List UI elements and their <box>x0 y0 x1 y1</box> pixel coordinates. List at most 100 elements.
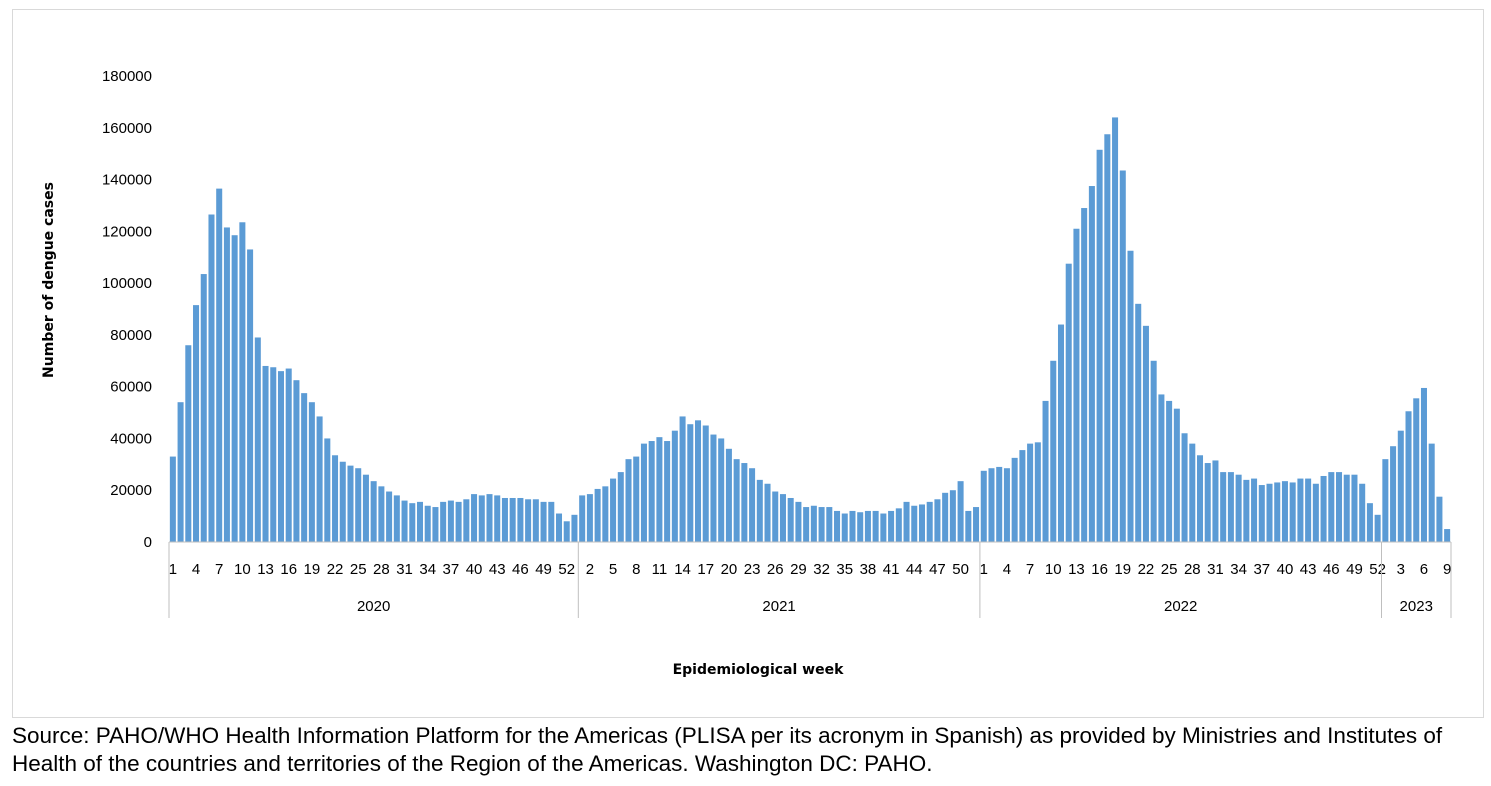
y-tick-label: 40000 <box>110 430 152 447</box>
bar-2020-w15 <box>277 371 284 542</box>
bar-2021-w9 <box>640 443 647 542</box>
bar-2021-w29 <box>795 501 802 542</box>
bar-2020-w18 <box>301 393 308 542</box>
bar-2020-w14 <box>270 367 277 542</box>
bar-2021-w44 <box>911 505 918 542</box>
x-tick-label: 34 <box>419 561 436 578</box>
y-tick-label: 100000 <box>102 275 152 292</box>
x-tick-label: 14 <box>674 561 691 578</box>
x-tick-label: 17 <box>697 561 714 578</box>
bar-2022-w2 <box>988 468 995 542</box>
x-tick-label: 8 <box>632 561 640 578</box>
bar-2020-w21 <box>324 438 331 542</box>
x-tick-label: 20 <box>721 561 738 578</box>
bar-2021-w34 <box>834 510 841 542</box>
bar-2021-w40 <box>880 513 887 542</box>
dengue-bar-chart: 0 20000 40000 60000 80000 100000 120000 140000 1… <box>41 68 1452 678</box>
bar-2020-w47 <box>525 499 532 542</box>
bar-2021-w35 <box>841 513 848 542</box>
x-tick-label: 19 <box>1114 561 1131 578</box>
bar-2021-w5 <box>610 478 617 542</box>
x-tick-label: 35 <box>836 561 853 578</box>
x-tick-label: 9 <box>1443 561 1451 578</box>
bar-2021-w13 <box>671 430 678 542</box>
x-tick-label: 1 <box>169 561 177 578</box>
bar-2021-w43 <box>903 501 910 542</box>
bar-2022-w3 <box>996 466 1003 542</box>
x-tick-label: 13 <box>257 561 274 578</box>
bar-2021-w20 <box>725 448 732 542</box>
bar-2020-w10 <box>239 222 246 542</box>
bar-2023-w8 <box>1436 496 1443 542</box>
x-tick-label: 25 <box>350 561 367 578</box>
bar-2020-w26 <box>362 474 369 542</box>
bar-2021-w24 <box>756 479 763 542</box>
bar-2022-w37 <box>1258 485 1265 542</box>
x-tick-label: 10 <box>1045 561 1062 578</box>
bar-2022-w33 <box>1227 472 1234 542</box>
bar-2021-w8 <box>633 456 640 542</box>
x-tick-label: 10 <box>234 561 251 578</box>
bar-2022-w25 <box>1166 400 1173 542</box>
bar-2021-w12 <box>664 441 671 542</box>
bar-2021-w1 <box>579 495 586 542</box>
bar-2021-w4 <box>602 486 609 542</box>
x-tick-label: 31 <box>1207 561 1224 578</box>
source-note: Source: PAHO/WHO Health Information Plat… <box>12 723 1443 776</box>
x-tick-label: 2 <box>586 561 594 578</box>
bar-2023-w5 <box>1413 398 1420 542</box>
bar-2022-w44 <box>1312 483 1319 542</box>
x-tick-label: 43 <box>489 561 506 578</box>
x-tick-label: 28 <box>1184 561 1201 578</box>
bar-2021-w52 <box>973 507 980 542</box>
bar-2023-w1 <box>1382 459 1389 542</box>
bar-2021-w19 <box>718 438 725 542</box>
bar-2022-w27 <box>1181 433 1188 542</box>
bar-2020-w24 <box>347 465 354 542</box>
x-tick-label: 46 <box>512 561 529 578</box>
bar-2021-w49 <box>949 490 956 542</box>
bar-2022-w5 <box>1011 457 1018 542</box>
x-tick-label: 13 <box>1068 561 1085 578</box>
bar-2021-w14 <box>679 416 686 542</box>
bar-2021-w41 <box>888 510 895 542</box>
bar-2021-w21 <box>733 459 740 542</box>
bar-2020-w36 <box>440 501 447 542</box>
bar-2022-w30 <box>1204 463 1211 542</box>
x-tick-label: 31 <box>396 561 413 578</box>
bar-2022-w13 <box>1073 228 1080 542</box>
bar-2022-w42 <box>1297 478 1304 542</box>
bar-2020-w6 <box>208 214 215 542</box>
bar-2022-w45 <box>1320 475 1327 542</box>
bar-2022-w21 <box>1135 303 1142 542</box>
bar-2020-w48 <box>532 499 539 542</box>
y-axis-title: Number of dengue cases <box>41 182 57 378</box>
x-tick-label: 29 <box>790 561 807 578</box>
bar-2020-w25 <box>355 468 362 542</box>
y-tick-label: 60000 <box>110 379 152 396</box>
bar-2022-w11 <box>1057 324 1065 542</box>
bar-2021-w42 <box>895 508 902 542</box>
bar-2022-w36 <box>1251 478 1258 542</box>
x-tick-label: 38 <box>860 561 877 578</box>
y-tick-label: 180000 <box>102 68 152 85</box>
bar-2020-w46 <box>517 497 524 542</box>
bar-2020-w3 <box>185 345 192 542</box>
bar-2021-w27 <box>779 494 786 542</box>
x-tick-label: 5 <box>609 561 617 578</box>
bar-2022-w47 <box>1336 472 1343 542</box>
bar-2020-w13 <box>262 365 269 542</box>
bar-2022-w34 <box>1235 474 1242 542</box>
bar-2020-w5 <box>200 274 207 542</box>
x-tick-label: 7 <box>215 561 223 578</box>
x-tick-label: 40 <box>1277 561 1294 578</box>
bar-2022-w4 <box>1003 468 1010 542</box>
bar-2021-w15 <box>687 424 694 542</box>
x-tick-label: 6 <box>1420 561 1428 578</box>
chart-frame: 0 20000 40000 60000 80000 100000 120000 140000 1… <box>12 9 1484 718</box>
bar-2021-w46 <box>926 501 933 542</box>
bar-2020-w33 <box>416 501 424 542</box>
year-group-label: 2022 <box>1164 598 1197 615</box>
x-tick-label: 50 <box>952 561 969 578</box>
